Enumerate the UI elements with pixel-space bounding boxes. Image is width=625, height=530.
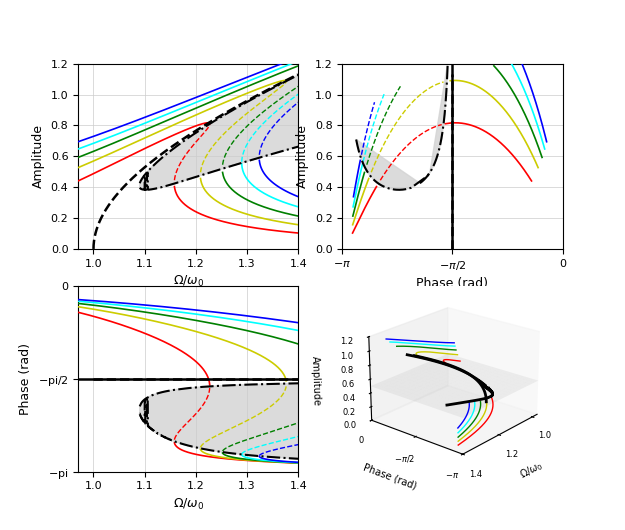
Y-axis label: Amplitude: Amplitude <box>32 125 45 188</box>
X-axis label: $\Omega/\omega_0$: $\Omega/\omega_0$ <box>173 497 204 512</box>
Polygon shape <box>140 63 324 190</box>
Polygon shape <box>140 383 324 460</box>
X-axis label: Phase (rad): Phase (rad) <box>416 277 488 290</box>
X-axis label: $\Omega/\omega_0$: $\Omega/\omega_0$ <box>173 275 204 289</box>
Y-axis label: Amplitude: Amplitude <box>296 125 309 188</box>
Y-axis label: Phase (rad): Phase (rad) <box>19 343 32 415</box>
X-axis label: $\Omega/\omega_0$: $\Omega/\omega_0$ <box>518 458 546 482</box>
Polygon shape <box>356 63 447 190</box>
Y-axis label: Phase (rad): Phase (rad) <box>361 462 418 491</box>
